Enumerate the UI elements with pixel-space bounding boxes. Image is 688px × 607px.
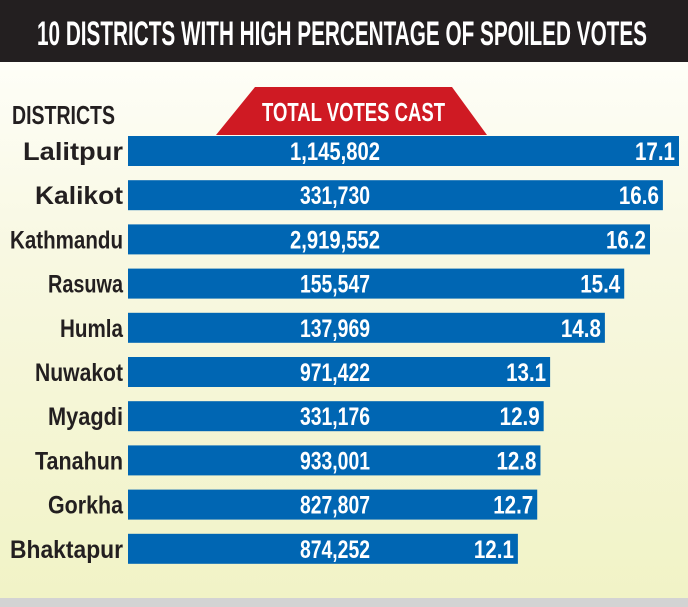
bar [128, 401, 544, 432]
district-label: Myagdi [48, 403, 123, 431]
data-label: 16.2 [606, 226, 646, 254]
bar [128, 180, 663, 211]
bar [128, 136, 679, 166]
data-label: 15.4 [580, 271, 620, 299]
district-label: Bhaktapur [10, 536, 123, 564]
district-label: Kathmandu [10, 226, 123, 254]
bar [128, 489, 538, 520]
district-label: Tanahun [35, 447, 123, 475]
bar [128, 312, 605, 343]
data-label: 17.1 [635, 138, 675, 166]
total-votes-label: 331,176 [300, 403, 370, 431]
title-bar [0, 0, 688, 62]
bottom-strip [0, 598, 688, 607]
data-label: 12.8 [496, 447, 536, 475]
data-label: 12.9 [500, 403, 540, 431]
bar [128, 357, 551, 387]
total-votes-label: 137,969 [300, 315, 370, 343]
total-votes-label: 155,547 [300, 271, 370, 299]
total-votes-tag [216, 87, 487, 135]
district-label: Lalitpur [23, 138, 123, 166]
district-label: Rasuwa [48, 271, 124, 299]
data-label: 13.1 [506, 359, 546, 387]
district-label: Nuwakot [35, 359, 124, 387]
chart-title: 10 DISTRICTS WITH HIGH PERCENTAGE OF SPO… [37, 15, 647, 53]
total-votes-header: TOTAL VOTES CAST [262, 97, 445, 127]
data-label: 12.1 [474, 536, 514, 564]
total-votes-label: 1,145,802 [290, 138, 380, 166]
total-votes-label: 874,252 [300, 536, 370, 564]
district-label: Kalikot [35, 182, 124, 210]
district-label: Gorkha [48, 492, 124, 520]
total-votes-label: 933,001 [300, 447, 370, 475]
districts-header: DISTRICTS [12, 100, 115, 130]
bar [128, 268, 625, 299]
total-votes-label: 2,919,552 [290, 226, 380, 254]
data-label: 14.8 [561, 315, 601, 343]
data-label: 16.6 [619, 182, 659, 210]
total-votes-label: 331,730 [300, 182, 370, 210]
bar [128, 224, 650, 255]
bar [128, 445, 541, 476]
total-votes-label: 971,422 [300, 359, 370, 387]
data-label: 12.7 [493, 492, 533, 520]
bar [128, 533, 518, 564]
district-label: Humla [60, 315, 124, 343]
total-votes-label: 827,807 [300, 492, 370, 520]
